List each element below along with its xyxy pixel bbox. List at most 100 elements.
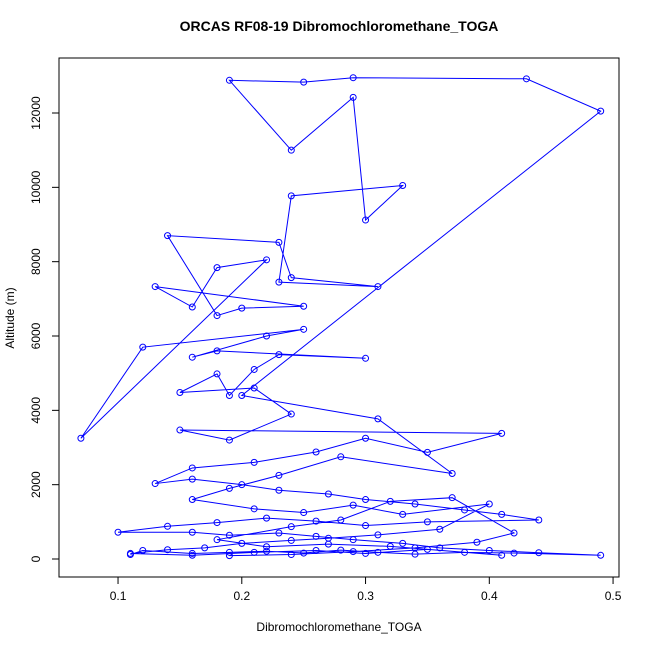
data-point	[188, 475, 196, 483]
data-point	[238, 481, 246, 489]
data-point	[164, 546, 172, 554]
data-point	[188, 353, 196, 361]
data-point	[164, 522, 172, 530]
data-point	[77, 434, 85, 442]
data-point	[287, 536, 295, 544]
data-point	[485, 500, 493, 508]
data-point	[225, 484, 233, 492]
data-point	[349, 74, 357, 82]
data-point	[337, 546, 345, 554]
data-point	[436, 544, 444, 552]
y-tick-label: 6000	[29, 322, 43, 349]
data-point	[597, 107, 605, 115]
data-point	[374, 531, 382, 539]
y-tick-label: 10000	[29, 170, 43, 204]
data-point	[238, 539, 246, 547]
data-point	[188, 464, 196, 472]
data-point	[522, 75, 530, 83]
data-point	[597, 551, 605, 559]
x-tick-label: 0.1	[110, 589, 127, 603]
data-point	[510, 549, 518, 557]
data-point	[250, 505, 258, 513]
data-point	[225, 552, 233, 560]
data-point	[535, 549, 543, 557]
data-point	[238, 391, 246, 399]
data-point	[275, 529, 283, 537]
data-point	[263, 514, 271, 522]
data-point	[176, 426, 184, 434]
data-point	[225, 548, 233, 556]
data-point	[213, 312, 221, 320]
data-point	[312, 517, 320, 525]
y-tick-label: 0	[29, 555, 43, 562]
data-point	[300, 325, 308, 333]
data-point	[176, 389, 184, 397]
data-point	[349, 536, 357, 544]
data-point	[312, 546, 320, 554]
data-point	[498, 429, 506, 437]
data-point	[250, 548, 258, 556]
data-point	[238, 304, 246, 312]
data-point	[436, 525, 444, 533]
data-point	[213, 347, 221, 355]
data-point	[300, 509, 308, 517]
data-point	[312, 532, 320, 540]
data-point	[448, 470, 456, 478]
data-point	[213, 264, 221, 272]
x-tick-label: 0.3	[357, 589, 374, 603]
data-point	[139, 343, 147, 351]
data-point	[201, 544, 209, 552]
data-point	[188, 303, 196, 311]
data-point	[386, 542, 394, 550]
data-point	[188, 496, 196, 504]
x-axis-label: Dibromochloromethane_TOGA	[256, 620, 421, 634]
data-point	[287, 410, 295, 418]
data-point	[213, 519, 221, 527]
data-point	[461, 506, 469, 514]
data-point	[287, 274, 295, 282]
data-point	[485, 546, 493, 554]
data-point	[498, 510, 506, 518]
data-point	[151, 283, 159, 291]
data-point	[213, 536, 221, 544]
data-point	[300, 78, 308, 86]
data-point	[386, 497, 394, 505]
data-point	[411, 544, 419, 552]
data-point	[225, 436, 233, 444]
data-point	[349, 501, 357, 509]
data-point	[188, 528, 196, 536]
data-point	[349, 548, 357, 556]
data-point	[399, 181, 407, 189]
data-point	[399, 539, 407, 547]
y-tick-label: 8000	[29, 248, 43, 275]
data-point	[275, 278, 283, 286]
data-point	[263, 256, 271, 264]
data-point	[423, 545, 431, 553]
data-point	[250, 384, 258, 392]
data-point	[151, 480, 159, 488]
data-line	[80, 77, 602, 557]
data-point	[126, 549, 134, 557]
data-point	[423, 518, 431, 526]
y-tick-label: 12000	[29, 96, 43, 130]
plot-frame	[58, 57, 620, 578]
data-point	[225, 76, 233, 84]
data-point	[461, 548, 469, 556]
chart-title: ORCAS RF08-19 Dibromochloromethane_TOGA	[180, 18, 499, 34]
data-point	[362, 496, 370, 504]
data-point	[374, 548, 382, 556]
data-point	[263, 543, 271, 551]
data-point	[349, 93, 357, 101]
data-point	[164, 232, 172, 240]
y-tick-label: 2000	[29, 471, 43, 498]
data-point	[275, 351, 283, 359]
data-point	[362, 434, 370, 442]
y-axis-label: Altitude (m)	[3, 287, 17, 348]
data-point	[275, 486, 283, 494]
data-point	[374, 283, 382, 291]
data-point	[300, 549, 308, 557]
data-point	[225, 391, 233, 399]
data-point	[399, 510, 407, 518]
data-point	[312, 448, 320, 456]
